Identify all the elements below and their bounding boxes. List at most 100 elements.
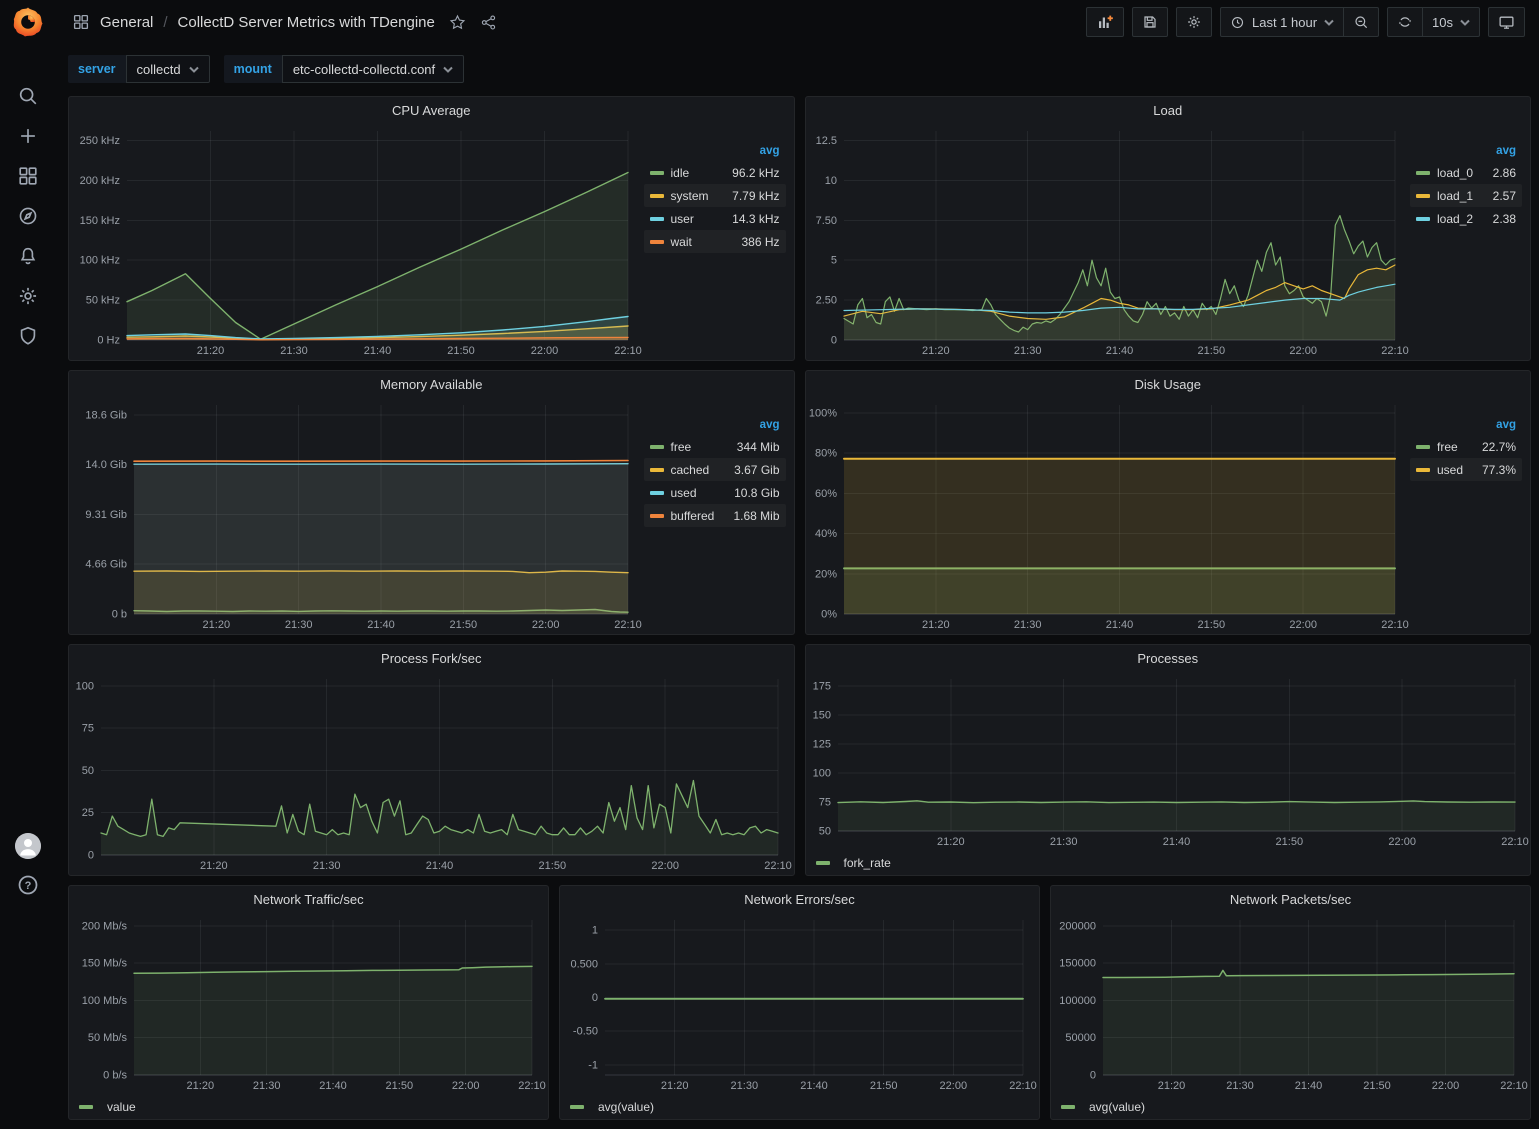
series-line-buffered bbox=[134, 461, 628, 462]
legend-item-cached[interactable]: cached3.67 Gib bbox=[644, 458, 786, 481]
refresh-button[interactable] bbox=[1387, 7, 1423, 37]
breadcrumb-title[interactable]: CollectD Server Metrics with TDengine bbox=[178, 14, 435, 31]
y-tick-label: 60% bbox=[814, 488, 836, 500]
legend-item-used[interactable]: used10.8 Gib bbox=[644, 481, 786, 504]
x-tick-label: 21:20 bbox=[1158, 1080, 1186, 1092]
variable-server-selected: collectd bbox=[137, 62, 181, 77]
y-tick-label: 200 Mb/s bbox=[82, 921, 128, 933]
legend-series-name[interactable]: fork_rate bbox=[844, 856, 891, 870]
panel-title[interactable]: Disk Usage bbox=[806, 371, 1531, 397]
time-range-picker[interactable]: Last 1 hour bbox=[1220, 7, 1344, 37]
chart-svg: 02.5057.501012.521:2021:3021:4021:5022:0… bbox=[806, 123, 1411, 360]
legend-series-color bbox=[1416, 468, 1430, 472]
x-tick-label: 21:30 bbox=[1226, 1080, 1254, 1092]
panel-title[interactable]: Network Traffic/sec bbox=[69, 886, 548, 912]
dashboard-grid: CPU Average 0 Hz50 kHz100 kHz150 kHz200 … bbox=[56, 94, 1539, 1129]
user-avatar[interactable] bbox=[15, 833, 41, 859]
y-tick-label: 125 bbox=[812, 739, 830, 751]
star-icon[interactable] bbox=[449, 14, 466, 31]
legend-series-avg: 2.38 bbox=[1493, 212, 1516, 226]
legend-series-name: buffered bbox=[671, 509, 734, 523]
toolbar: Last 1 hour 10s bbox=[1086, 7, 1525, 37]
x-tick-label: 22:10 bbox=[1501, 836, 1529, 848]
legend-series-name: cached bbox=[671, 463, 735, 477]
legend-series-avg: 2.86 bbox=[1493, 166, 1516, 180]
variable-server-value[interactable]: collectd bbox=[126, 55, 210, 83]
panel-title[interactable]: Network Packets/sec bbox=[1051, 886, 1530, 912]
legend-series-name: wait bbox=[671, 235, 742, 249]
x-tick-label: 21:40 bbox=[1162, 836, 1190, 848]
legend-item-load_2[interactable]: load_22.38 bbox=[1410, 207, 1522, 230]
legend-series-name: system bbox=[671, 189, 733, 203]
legend-series-avg: 7.79 kHz bbox=[732, 189, 779, 203]
dashboards-icon[interactable] bbox=[10, 164, 46, 188]
add-panel-button[interactable] bbox=[1086, 7, 1124, 37]
zoom-out-button[interactable] bbox=[1344, 7, 1379, 37]
server-admin-shield-icon[interactable] bbox=[10, 324, 46, 348]
search-icon[interactable] bbox=[10, 84, 46, 108]
x-tick-label: 22:10 bbox=[1500, 1080, 1528, 1092]
y-tick-label: 0.500 bbox=[570, 958, 598, 970]
legend-item-buffered[interactable]: buffered1.68 Mib bbox=[644, 504, 786, 527]
chart-svg: 0 Hz50 kHz100 kHz150 kHz200 kHz250 kHz21… bbox=[69, 123, 644, 360]
panel-title[interactable]: Load bbox=[806, 97, 1531, 123]
cycle-view-tv-button[interactable] bbox=[1488, 7, 1525, 37]
variable-mount-label: mount bbox=[224, 55, 282, 83]
legend-header: avg bbox=[644, 419, 786, 435]
legend-item-load_0[interactable]: load_02.86 bbox=[1410, 161, 1522, 184]
legend-item-idle[interactable]: idle96.2 kHz bbox=[644, 161, 786, 184]
chart-svg: 0 b/s50 Mb/s100 Mb/s150 Mb/s200 Mb/s21:2… bbox=[69, 912, 548, 1095]
panel-title[interactable]: Network Errors/sec bbox=[560, 886, 1039, 912]
legend-series-name[interactable]: value bbox=[107, 1100, 136, 1114]
legend-item-wait[interactable]: wait386 Hz bbox=[644, 230, 786, 253]
panel-load: Load 02.5057.501012.521:2021:3021:4021:5… bbox=[805, 96, 1532, 361]
legend-series-avg: 2.57 bbox=[1493, 189, 1516, 203]
legend-series-avg: 3.67 Gib bbox=[734, 463, 779, 477]
legend-item-free[interactable]: free22.7% bbox=[1410, 435, 1522, 458]
legend-series-name[interactable]: avg(value) bbox=[1089, 1100, 1145, 1114]
help-icon[interactable]: ? bbox=[10, 873, 46, 897]
series-area-fork_rate bbox=[838, 801, 1515, 831]
x-tick-label: 22:00 bbox=[940, 1080, 968, 1092]
chevron-down-icon bbox=[443, 66, 453, 73]
configuration-gear-icon[interactable] bbox=[10, 284, 46, 308]
panel-title[interactable]: Processes bbox=[806, 645, 1531, 671]
memory-chart: 0 b4.66 Gib9.31 Gib14.0 Gib18.6 Gib21:20… bbox=[69, 397, 644, 634]
x-tick-label: 21:30 bbox=[731, 1080, 759, 1092]
load-chart: 02.5057.501012.521:2021:3021:4021:5022:0… bbox=[806, 123, 1411, 360]
variable-mount-value[interactable]: etc-collectd-collectd.conf bbox=[282, 55, 464, 83]
x-tick-label: 21:50 bbox=[386, 1080, 414, 1092]
legend-item-system[interactable]: system7.79 kHz bbox=[644, 184, 786, 207]
legend-item-free[interactable]: free344 Mib bbox=[644, 435, 786, 458]
x-tick-label: 21:50 bbox=[1197, 619, 1225, 631]
legend-item-used[interactable]: used77.3% bbox=[1410, 458, 1522, 481]
y-tick-label: 100 Mb/s bbox=[82, 995, 128, 1007]
chart-svg: 507510012515017521:2021:3021:4021:5022:0… bbox=[806, 671, 1531, 851]
create-plus-icon[interactable] bbox=[10, 124, 46, 148]
legend-series-color bbox=[1416, 445, 1430, 449]
dashboard-settings-button[interactable] bbox=[1176, 7, 1212, 37]
explore-compass-icon[interactable] bbox=[10, 204, 46, 228]
panel-title[interactable]: Process Fork/sec bbox=[69, 645, 794, 671]
disk-legend: avgfree22.7%used77.3% bbox=[1410, 397, 1530, 634]
save-dashboard-button[interactable] bbox=[1132, 7, 1168, 37]
refresh-interval-picker[interactable]: 10s bbox=[1423, 7, 1480, 37]
x-tick-label: 22:00 bbox=[531, 345, 559, 357]
panel-cpu-average: CPU Average 0 Hz50 kHz100 kHz150 kHz200 … bbox=[68, 96, 795, 361]
share-icon[interactable] bbox=[480, 14, 497, 31]
y-tick-label: 250 kHz bbox=[80, 135, 120, 147]
breadcrumb-folder[interactable]: General bbox=[100, 14, 153, 31]
legend-item-user[interactable]: user14.3 kHz bbox=[644, 207, 786, 230]
clock-icon bbox=[1230, 15, 1245, 30]
panel-title[interactable]: Memory Available bbox=[69, 371, 794, 397]
legend-series-color bbox=[650, 491, 664, 495]
alerting-bell-icon[interactable] bbox=[10, 244, 46, 268]
legend-series-avg: 1.68 Mib bbox=[733, 509, 779, 523]
legend-series-name: used bbox=[1437, 463, 1482, 477]
legend-series-name[interactable]: avg(value) bbox=[598, 1100, 654, 1114]
legend-item-load_1[interactable]: load_12.57 bbox=[1410, 184, 1522, 207]
panel-title[interactable]: CPU Average bbox=[69, 97, 794, 123]
y-tick-label: 175 bbox=[812, 681, 830, 693]
grafana-logo-icon[interactable] bbox=[0, 0, 56, 44]
load-legend: avgload_02.86load_12.57load_22.38 bbox=[1410, 123, 1530, 360]
